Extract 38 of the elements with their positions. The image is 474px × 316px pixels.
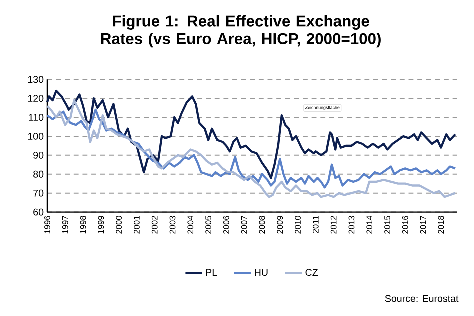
x-tick-label: 2000	[116, 216, 122, 234]
x-tick-label: 2011	[312, 216, 319, 233]
x-tick-label: 1998	[80, 216, 86, 234]
y-tick-label: 110	[29, 114, 44, 121]
x-tick-label: 1999	[98, 216, 104, 234]
x-tick-label: 2003	[170, 216, 176, 234]
y-tick-label: 130	[28, 76, 44, 83]
x-tick-label: 2014	[366, 216, 373, 234]
x-tick-label: 2009	[277, 216, 284, 234]
y-tick-label: 80	[34, 170, 44, 178]
source-note: Source: Eurostat	[385, 295, 459, 302]
y-tick-label: 90	[34, 152, 44, 159]
x-tick-label: 2008	[259, 216, 266, 234]
x-tick-label: 2018	[438, 216, 444, 234]
x-tick-label: 2010	[295, 216, 301, 234]
x-tick-label: 2017	[420, 216, 426, 234]
x-tick-label: 1996	[44, 216, 50, 234]
legend-label: HU	[255, 268, 268, 276]
x-tick-label: 2012	[330, 216, 337, 234]
x-tick-label: 2016	[402, 216, 408, 234]
y-tick-label: 70	[34, 190, 44, 197]
x-tick-label: 2005	[206, 216, 212, 234]
x-tick-label: 1997	[62, 216, 68, 234]
line-series	[46, 99, 457, 198]
x-tick-label: 2006	[224, 216, 230, 234]
y-tick-label: 100	[28, 132, 44, 140]
x-tick-label: 2007	[241, 216, 248, 234]
legend-label: PL	[206, 268, 218, 276]
x-tick-label: 2015	[384, 216, 390, 234]
x-tick-label: 2004	[188, 216, 194, 234]
chart-title: Figrue 1: Real Effective Exchange Rates (vs Euro Area, HICP, 2000=100)	[101, 15, 381, 48]
line-series	[46, 90, 457, 180]
x-tick-label: 2002	[152, 216, 158, 234]
x-tick-label: 2013	[348, 216, 355, 234]
y-tick-label: 60	[34, 208, 44, 216]
y-tick-label: 120	[28, 94, 44, 102]
x-tick-label: 2001	[134, 216, 140, 234]
legend-label: CZ	[306, 268, 318, 276]
